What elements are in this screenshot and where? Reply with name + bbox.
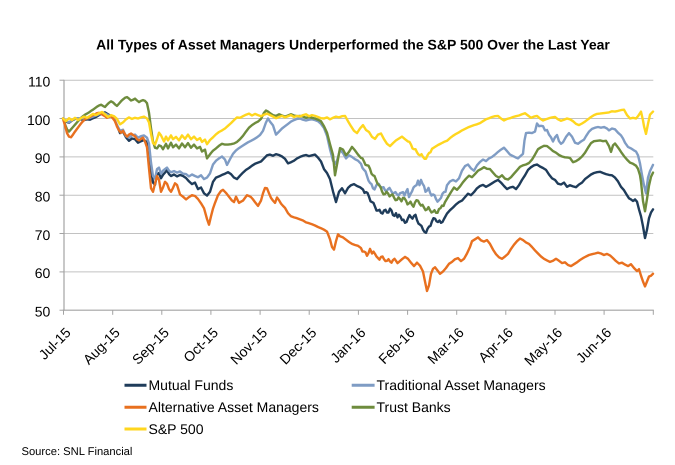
svg-text:Trust Banks: Trust Banks bbox=[377, 399, 451, 415]
svg-text:Mutual Funds: Mutual Funds bbox=[149, 377, 234, 393]
svg-text:80: 80 bbox=[35, 189, 51, 205]
svg-text:All Types of Asset Managers Un: All Types of Asset Managers Underperform… bbox=[96, 37, 610, 53]
svg-text:110: 110 bbox=[28, 74, 51, 90]
svg-text:S&P 500: S&P 500 bbox=[149, 421, 204, 437]
svg-text:100: 100 bbox=[27, 112, 51, 128]
svg-text:Source: SNL Financial: Source: SNL Financial bbox=[22, 446, 133, 458]
svg-text:90: 90 bbox=[35, 150, 51, 166]
svg-text:70: 70 bbox=[35, 227, 51, 243]
svg-text:50: 50 bbox=[35, 304, 51, 320]
svg-text:60: 60 bbox=[35, 265, 51, 281]
svg-text:Traditional Asset Managers: Traditional Asset Managers bbox=[377, 377, 546, 393]
svg-text:Alternative Asset Managers: Alternative Asset Managers bbox=[149, 399, 319, 415]
